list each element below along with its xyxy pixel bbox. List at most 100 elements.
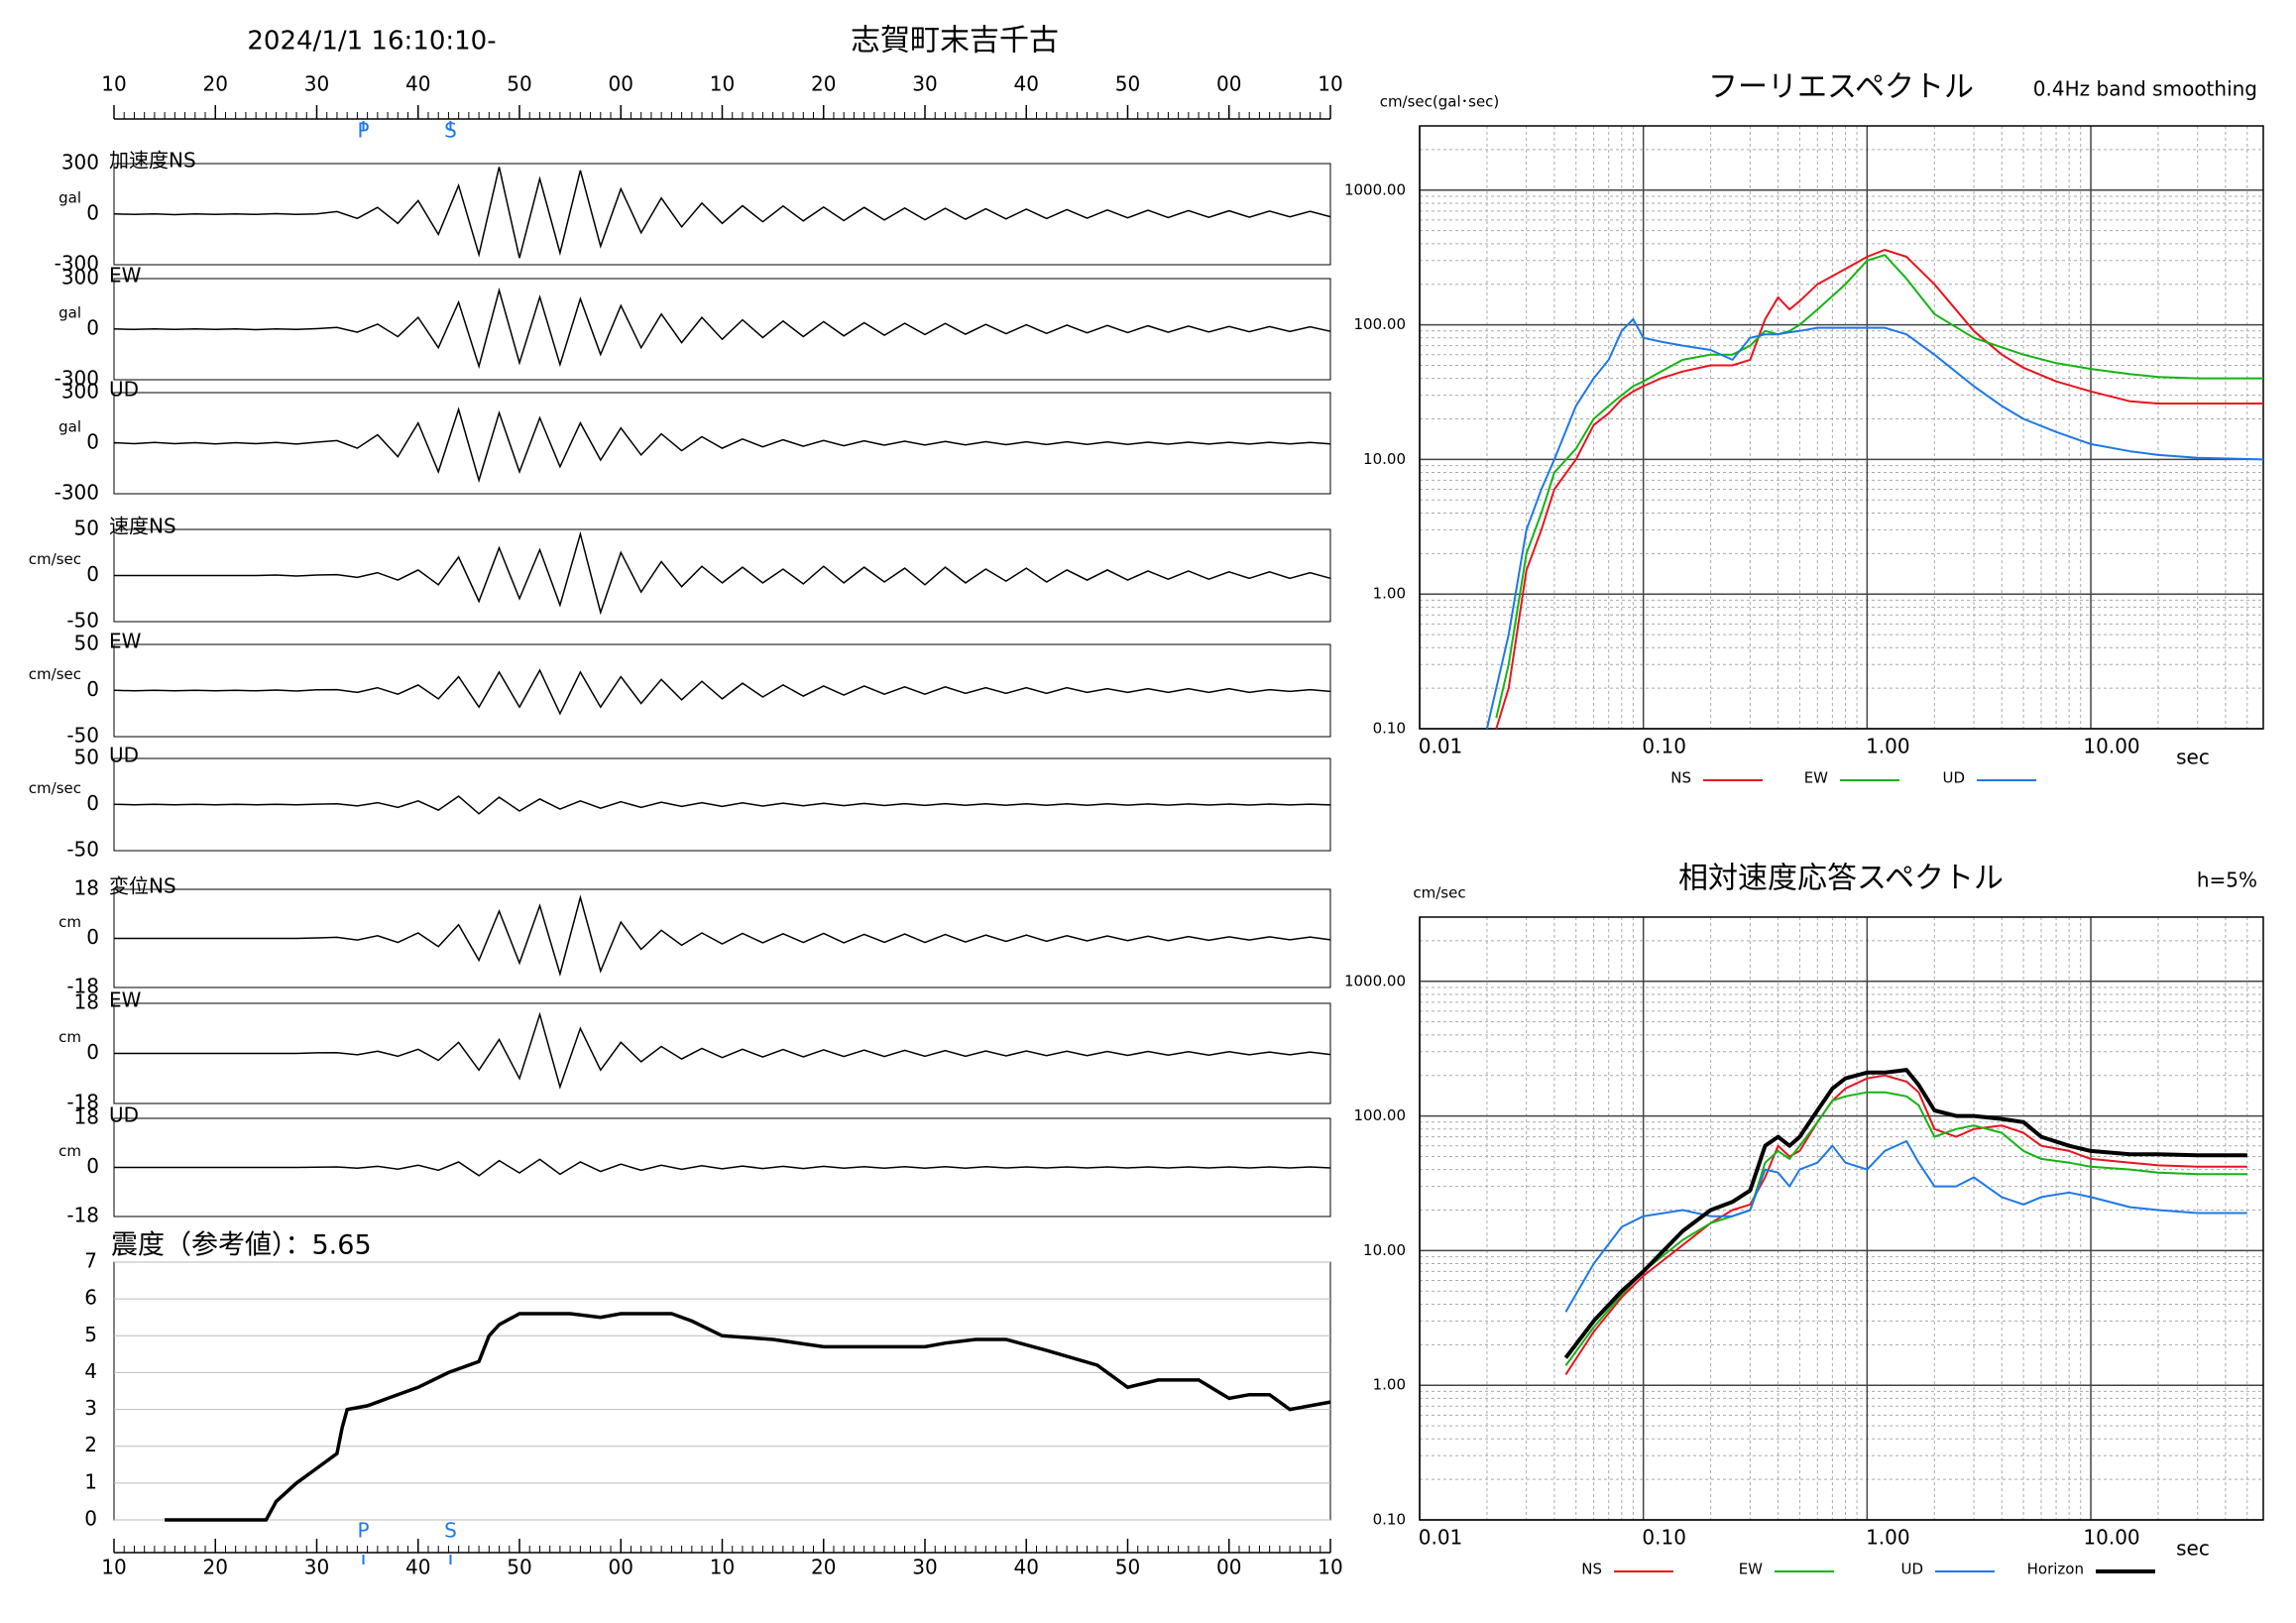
y-tick-label: 2 <box>84 1433 97 1456</box>
y-tick-label: 100.00 <box>1354 315 1407 333</box>
y-tick-label: 10.00 <box>1363 1241 1406 1259</box>
trace-name: 速度NS <box>109 515 176 538</box>
unit-label: cm/sec <box>29 665 81 683</box>
y-tick-label: -50 <box>66 838 99 862</box>
x-axis-label: sec <box>2176 746 2210 769</box>
waveform <box>114 894 1331 978</box>
y-tick-label: 0.10 <box>1373 720 1406 738</box>
x-tick-label: 40 <box>1014 1556 1039 1579</box>
x-tick-label: 20 <box>203 72 228 96</box>
plot-frame <box>1419 916 2264 1521</box>
spectrum-line <box>1564 1140 2247 1313</box>
y-tick-label: 50 <box>74 632 99 655</box>
legend-label: NS <box>1670 769 1691 787</box>
trace-name: EW <box>109 630 142 653</box>
y-tick-label: 1000.00 <box>1344 972 1406 989</box>
y-tick-label: 0 <box>86 791 99 815</box>
trace-name: UD <box>109 744 139 767</box>
y-tick-label: 4 <box>84 1359 97 1383</box>
x-tick-label: 10 <box>101 72 126 96</box>
legend-label: NS <box>1581 1561 1602 1578</box>
x-tick-label: 30 <box>304 72 329 96</box>
y-tick-label: -300 <box>55 367 99 391</box>
y-tick-label: 1 <box>84 1469 97 1493</box>
legend-label: UD <box>1900 1561 1923 1578</box>
x-tick-label: 00 <box>609 1556 633 1579</box>
y-tick-label: 18 <box>74 1105 99 1129</box>
x-tick-label: 50 <box>1115 72 1140 96</box>
x-tick-label: 00 <box>609 72 633 96</box>
y-tick-label: 7 <box>84 1249 97 1273</box>
x-tick-label: 30 <box>304 1556 329 1579</box>
unit-label: cm <box>58 1028 81 1046</box>
waveform <box>114 530 1331 616</box>
x-tick-label: 00 <box>1216 72 1241 96</box>
y-tick-label: 0 <box>84 1507 97 1531</box>
x-tick-label: 0.10 <box>1642 735 1686 758</box>
x-axis-label: sec <box>2176 1537 2210 1561</box>
waveform <box>114 1011 1331 1090</box>
legend-label: EW <box>1739 1561 1763 1578</box>
x-tick-label: 10.00 <box>2083 1526 2139 1550</box>
x-tick-label: 10.00 <box>2083 735 2139 758</box>
y-tick-label: 0 <box>86 316 99 340</box>
y-tick-label: 0 <box>86 201 99 225</box>
y-tick-label: -50 <box>66 724 99 748</box>
station-title: 志賀町末吉千古 <box>851 24 1059 58</box>
trace-name: EW <box>109 264 142 288</box>
chart-title: 相対速度応答スペクトル <box>1678 862 2004 896</box>
x-tick-label: 30 <box>912 72 937 96</box>
legend-label: EW <box>1804 769 1828 787</box>
trace-name: UD <box>109 1103 139 1127</box>
y-tick-label: 300 <box>61 151 99 174</box>
waveform <box>113 167 1331 259</box>
y-tick-label: 300 <box>61 266 99 290</box>
spectrum-line <box>1563 1068 2247 1359</box>
y-tick-label: 3 <box>84 1396 97 1420</box>
plot-frame <box>1419 125 2264 730</box>
waveform <box>113 406 1331 484</box>
legend-label: Horizon <box>2027 1561 2084 1578</box>
y-tick-label: 1000.00 <box>1344 180 1406 198</box>
unit-label: cm/sec <box>29 779 81 797</box>
y-tick-label: -18 <box>66 975 99 998</box>
y-tick-label: 50 <box>74 517 99 540</box>
unit-label: gal <box>58 189 81 207</box>
y-tick-label: 50 <box>74 746 99 769</box>
phase-label: P <box>358 1519 370 1543</box>
spectrum-line <box>1495 249 2263 730</box>
y-tick-label: 0 <box>86 430 99 454</box>
y-tick-label: 100.00 <box>1354 1106 1407 1124</box>
spectrum-line <box>1564 1091 2247 1366</box>
y-tick-label: -18 <box>66 1204 99 1227</box>
unit-label: cm/sec <box>29 550 81 568</box>
chart-title: フーリエスペクトル <box>1708 70 1974 105</box>
unit-label: gal <box>58 418 81 436</box>
x-tick-label: 00 <box>1216 1556 1241 1579</box>
y-tick-label: -50 <box>66 609 99 633</box>
annotation: 0.4Hz band smoothing <box>2033 77 2257 101</box>
legend-label: UD <box>1942 769 1965 787</box>
unit-label: gal <box>58 304 81 322</box>
y-tick-label: 0 <box>86 562 99 586</box>
x-tick-label: 40 <box>405 72 430 96</box>
x-tick-label: 0.01 <box>1419 1526 1463 1550</box>
x-tick-label: 50 <box>1115 1556 1140 1579</box>
x-tick-label: 10 <box>710 72 735 96</box>
waveform <box>113 795 1331 815</box>
x-tick-label: 0.10 <box>1642 1526 1686 1550</box>
x-tick-label: 10 <box>1318 72 1342 96</box>
trace-name: 加速度NS <box>109 149 196 173</box>
y-tick-label: 0.10 <box>1373 1511 1406 1529</box>
y-tick-label: 18 <box>74 876 99 900</box>
x-tick-label: 30 <box>912 1556 937 1579</box>
unit-label: cm <box>58 1142 81 1160</box>
intensity-title: 震度（参考値）：5.65 <box>111 1230 372 1261</box>
y-tick-label: 0 <box>86 677 99 701</box>
spectrum-line <box>1485 318 2264 730</box>
waveform <box>113 288 1331 370</box>
record-time: 2024/1/1 16:10:10- <box>247 27 496 57</box>
y-tick-label: 1.00 <box>1373 585 1406 603</box>
